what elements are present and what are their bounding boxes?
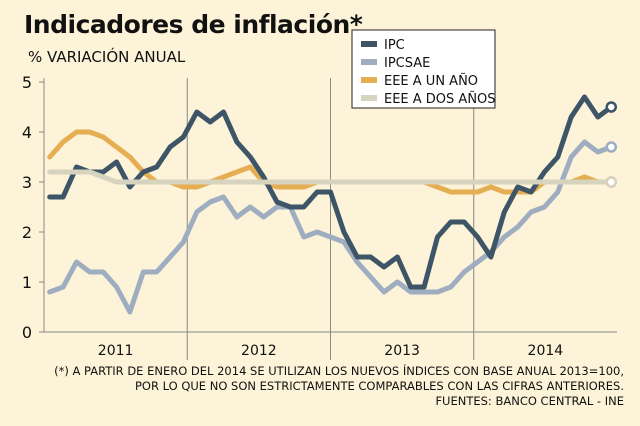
legend: IPC IPCSAE EEE A UN AÑO EEE A DOS AÑOS [351,29,496,109]
series-end-marker-eee-a-dos-a-os [605,176,618,188]
legend-label-eee-a-dos-a-os: EEE A DOS AÑOS [384,91,496,107]
legend-label-ipc: IPC [384,38,405,53]
axes: 0 1 2 3 4 5 2011 2012 2013 2014 [22,73,617,360]
y-tick-label-5: 5 [22,73,32,92]
series-line-ipcsae [47,139,614,315]
x-label-2011: 2011 [98,343,134,359]
footnote-sources: FUENTES: BANCO CENTRAL - INE [435,394,624,408]
footnote-line-2: POR LO QUE NO SON ESTRICTAMENTE COMPARAB… [135,379,624,393]
series-end-marker-ipcsae [605,141,618,153]
legend-label-eee-a-un-a-o: EEE A UN AÑO [384,73,478,89]
y-axis-label: % VARIACIÓN ANUAL [28,48,186,66]
chart-title: Indicadores de inflación* [24,10,363,39]
x-label-2014: 2014 [528,343,564,359]
series-line-ipc [47,94,614,290]
y-tick-label-1: 1 [22,273,32,292]
y-tick-label-2: 2 [22,223,32,242]
series-line-eee-a-dos-a-os [47,169,614,185]
x-label-2012: 2012 [241,343,277,359]
x-label-2013: 2013 [384,343,420,359]
series-end-marker-ipc [605,101,618,113]
legend-label-ipcsae: IPCSAE [384,56,430,71]
y-tick-label-3: 3 [22,173,32,192]
series-group [47,94,618,315]
y-tick-label-0: 0 [22,323,32,342]
footnote-line-1: (*) A PARTIR DE ENERO DEL 2014 SE UTILIZ… [54,364,624,378]
y-tick-label-4: 4 [22,123,32,142]
